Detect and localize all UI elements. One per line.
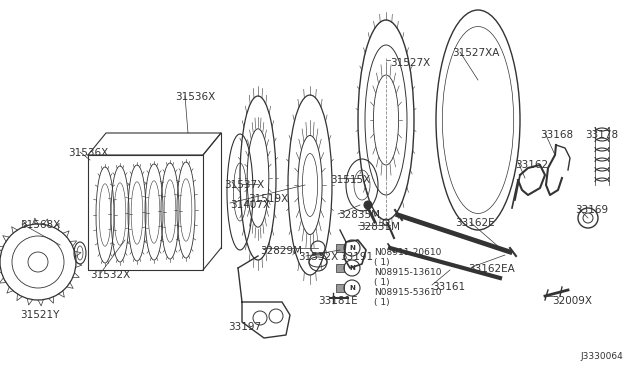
Text: 31536X: 31536X — [68, 148, 108, 158]
Text: N08915-53610: N08915-53610 — [374, 288, 442, 297]
FancyBboxPatch shape — [336, 284, 344, 292]
Text: N08915-13610: N08915-13610 — [374, 268, 442, 277]
Text: 33191: 33191 — [340, 252, 373, 262]
Text: 31536X: 31536X — [175, 92, 215, 102]
Text: 31527X: 31527X — [390, 58, 430, 68]
Text: 31527XA: 31527XA — [452, 48, 499, 58]
Text: ( 1): ( 1) — [374, 278, 390, 287]
Text: 31515X: 31515X — [330, 175, 371, 185]
Text: 33169: 33169 — [575, 205, 608, 215]
Text: 33162: 33162 — [515, 160, 548, 170]
Text: 31537X: 31537X — [224, 180, 264, 190]
Text: N08911-20610: N08911-20610 — [374, 248, 442, 257]
Circle shape — [364, 201, 372, 209]
Text: 33168: 33168 — [540, 130, 573, 140]
Text: 33181E: 33181E — [318, 296, 358, 306]
Text: 32009X: 32009X — [552, 296, 592, 306]
FancyBboxPatch shape — [336, 244, 344, 252]
Text: 31407X: 31407X — [230, 200, 270, 210]
Text: 32829M: 32829M — [260, 246, 302, 256]
Text: 33178: 33178 — [585, 130, 618, 140]
Text: N: N — [349, 285, 355, 291]
Text: 33162EA: 33162EA — [468, 264, 515, 274]
Text: 33197: 33197 — [228, 322, 261, 332]
Text: 33162E: 33162E — [455, 218, 495, 228]
Text: J3330064: J3330064 — [580, 352, 623, 361]
Text: 32835M: 32835M — [338, 210, 380, 220]
Text: 31521Y: 31521Y — [20, 310, 60, 320]
Text: 31519X: 31519X — [248, 194, 288, 204]
Text: 33161: 33161 — [432, 282, 465, 292]
Text: 31568X: 31568X — [20, 220, 60, 230]
Text: ( 1): ( 1) — [374, 298, 390, 307]
Text: N: N — [349, 245, 355, 251]
Text: 31532X: 31532X — [90, 270, 131, 280]
Text: 31532X: 31532X — [298, 252, 339, 262]
Text: N: N — [349, 265, 355, 271]
Text: 32831M: 32831M — [358, 222, 400, 232]
Text: ( 1): ( 1) — [374, 258, 390, 267]
FancyBboxPatch shape — [336, 264, 344, 272]
